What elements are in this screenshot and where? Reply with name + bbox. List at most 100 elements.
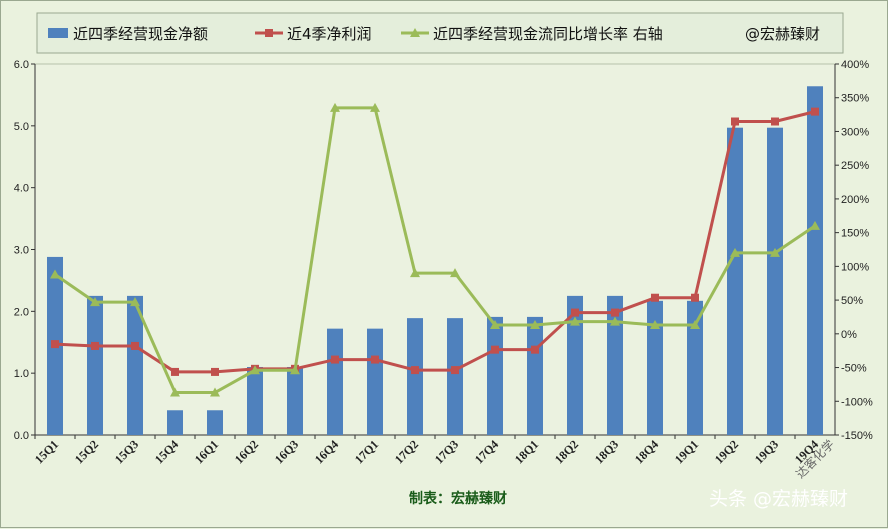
bar (567, 295, 583, 435)
bar (767, 127, 783, 436)
data-point-triangle (770, 247, 780, 257)
y-right-tick-label: 50% (841, 295, 863, 307)
bar (207, 410, 223, 435)
x-tick-label: 16Q1 (192, 437, 221, 466)
legend-label-series-2: 近4季净利润 (287, 25, 372, 43)
data-point-triangle (650, 320, 660, 330)
bar (167, 410, 183, 435)
data-point-square (691, 293, 699, 302)
x-tick-label: 15Q4 (152, 437, 181, 466)
data-point-square (211, 367, 219, 376)
x-tick-label: 15Q3 (112, 437, 141, 466)
legend: 近四季经营现金净额 近4季净利润 近四季经营现金流同比增长率 右轴 @宏赫臻财 (36, 12, 844, 54)
data-point-triangle (50, 269, 60, 279)
data-point-triangle (330, 102, 340, 112)
x-tick-label: 16Q2 (232, 437, 261, 466)
data-point-triangle (570, 316, 580, 326)
data-point-square (131, 341, 139, 350)
data-point-triangle (730, 247, 740, 257)
y-right-tick-label: 300% (841, 126, 869, 138)
y-left-tick-label: 5.0 (14, 121, 29, 133)
x-tick-label: 15Q2 (72, 437, 101, 466)
data-point-square (171, 367, 179, 376)
legend-marker-square (265, 29, 273, 37)
bar (647, 300, 663, 435)
y-right-ticks: -150% -100% -50% 0% 50% 100% 150% 200% 250% 300% 3… (835, 59, 873, 442)
data-point-triangle (690, 320, 700, 330)
plot-area (34, 63, 836, 436)
bar (87, 295, 103, 435)
y-right-tick-label: 100% (841, 261, 869, 273)
legend-swatch-bar (48, 28, 68, 38)
data-point-square (651, 293, 659, 302)
data-point-triangle (130, 297, 140, 307)
y-right-tick-label: 0% (841, 329, 857, 341)
y-right-tick-label: 350% (841, 93, 869, 105)
data-point-square (371, 355, 379, 364)
data-point-triangle (410, 268, 420, 278)
y-left-tick-label: 3.0 (14, 245, 29, 257)
y-left-tick-label: 0.0 (14, 430, 29, 442)
data-point-square (411, 366, 419, 375)
data-point-square (531, 345, 539, 354)
credit-text: 制表：宏赫臻财 (409, 490, 507, 507)
x-tick-label: 15Q1 (32, 437, 61, 466)
x-tick-label: 17Q1 (352, 437, 381, 466)
x-tick-label: 16Q4 (312, 437, 341, 466)
bar (367, 328, 383, 435)
y-left-ticks: 0.0 1.0 2.0 3.0 4.0 5.0 6.0 (14, 59, 35, 442)
bar (687, 300, 703, 435)
growth-rate-series (50, 102, 820, 397)
y-left-tick-label: 2.0 (14, 306, 29, 318)
bar (527, 316, 543, 435)
bar (287, 366, 303, 435)
data-point-triangle (490, 320, 500, 330)
legend-handle: @宏赫臻财 (745, 25, 820, 43)
x-tick-label: 19Q2 (712, 437, 741, 466)
x-tick-label: 18Q1 (512, 437, 541, 466)
data-point-square (571, 308, 579, 317)
data-point-triangle (450, 268, 460, 278)
x-tick-label: 17Q3 (432, 437, 461, 466)
x-tick-label: 18Q4 (632, 437, 661, 466)
data-point-triangle (210, 387, 220, 397)
y-right-tick-label: -100% (841, 396, 873, 408)
bar (327, 328, 343, 435)
data-point-triangle (810, 220, 820, 230)
data-point-square (451, 366, 459, 375)
data-point-triangle (370, 102, 380, 112)
bar (407, 318, 423, 435)
x-tick-label: 17Q2 (392, 437, 421, 466)
bar (807, 86, 823, 435)
watermark-text: 头条 @宏赫臻财 (709, 488, 848, 510)
legend-label-series-3: 近四季经营现金流同比增长率 右轴 (433, 25, 663, 43)
y-right-tick-label: 200% (841, 194, 869, 206)
x-tick-label: 19Q3 (752, 437, 781, 466)
bar (727, 127, 743, 436)
y-left-tick-label: 6.0 (14, 59, 29, 71)
y-right-tick-label: -150% (841, 430, 873, 442)
data-point-square (811, 107, 819, 116)
data-point-triangle (90, 297, 100, 307)
x-tick-label: 19Q1 (672, 437, 701, 466)
data-point-square (491, 345, 499, 354)
series-line (54, 110, 816, 374)
bar-series (47, 86, 823, 436)
data-point-square (91, 341, 99, 350)
x-ticks: 15Q1 15Q2 15Q3 15Q4 16Q1 16Q2 16Q3 16Q4 17Q1 17Q2… (32, 435, 821, 466)
bar (247, 366, 263, 435)
x-tick-label: 17Q4 (472, 437, 501, 466)
bar (127, 295, 143, 435)
y-right-tick-label: -50% (841, 363, 867, 375)
bar (607, 295, 623, 435)
y-right-tick-label: 150% (841, 228, 869, 240)
bar (487, 316, 503, 435)
data-point-triangle (290, 365, 300, 375)
x-tick-label: 16Q3 (272, 437, 301, 466)
bar (447, 318, 463, 435)
x-tick-label: 18Q3 (592, 437, 621, 466)
data-point-triangle (530, 320, 540, 330)
data-point-square (731, 117, 739, 126)
